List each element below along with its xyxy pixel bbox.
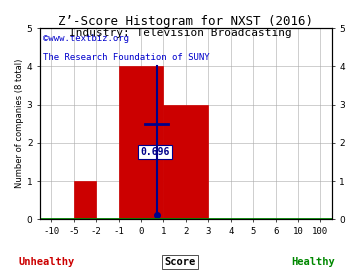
Bar <box>119 66 163 220</box>
Bar <box>163 104 208 220</box>
Text: The Research Foundation of SUNY: The Research Foundation of SUNY <box>43 53 210 62</box>
Text: 0.696: 0.696 <box>140 147 170 157</box>
Text: Score: Score <box>165 257 195 267</box>
Text: Industry: Television Broadcasting: Industry: Television Broadcasting <box>69 28 291 38</box>
Title: Z’-Score Histogram for NXST (2016): Z’-Score Histogram for NXST (2016) <box>58 15 314 28</box>
Text: Healthy: Healthy <box>291 257 335 267</box>
Text: Unhealthy: Unhealthy <box>19 257 75 267</box>
Bar <box>74 181 96 220</box>
Text: ©www.textbiz.org: ©www.textbiz.org <box>43 34 129 43</box>
Y-axis label: Number of companies (8 total): Number of companies (8 total) <box>15 59 24 188</box>
